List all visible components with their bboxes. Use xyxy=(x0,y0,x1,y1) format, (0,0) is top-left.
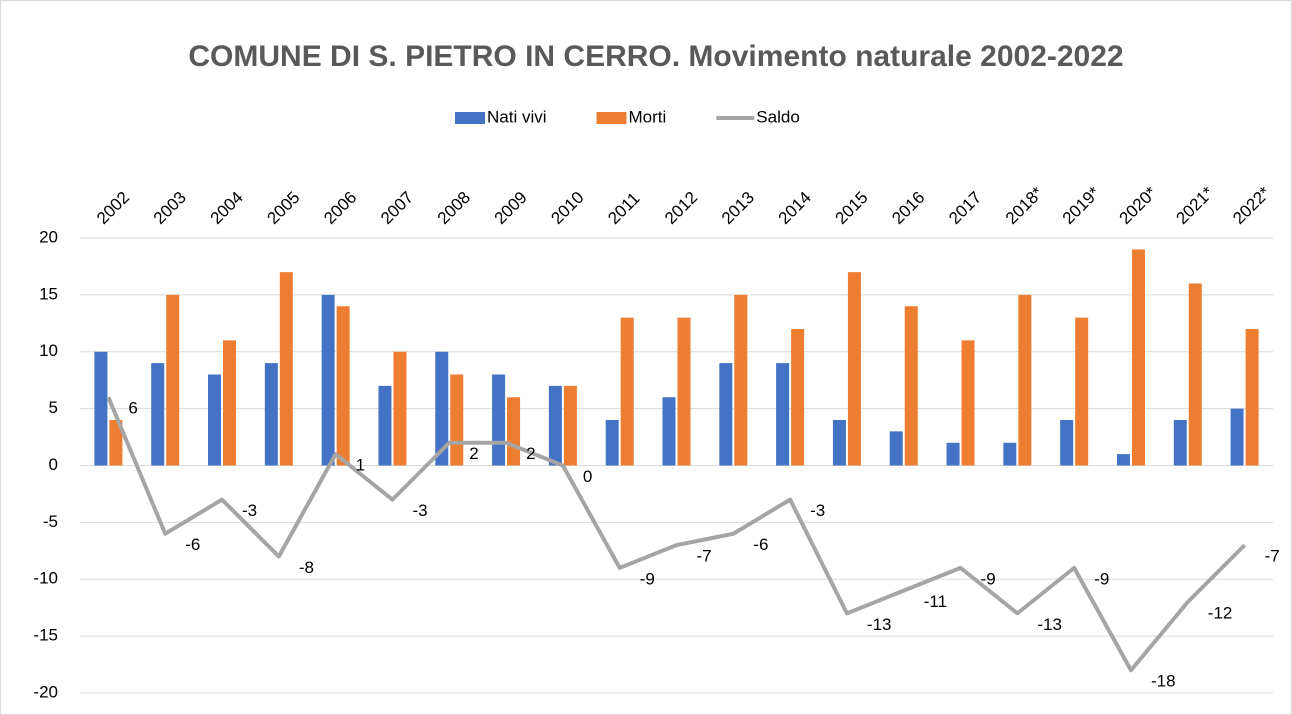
bar xyxy=(1230,408,1244,466)
y-tick-label: 15 xyxy=(39,284,58,303)
legend-swatch xyxy=(455,112,485,124)
data-label: -7 xyxy=(697,547,712,566)
bar xyxy=(734,294,748,466)
bar xyxy=(677,317,691,466)
y-tick-label: 0 xyxy=(49,455,58,474)
data-label: -13 xyxy=(867,615,892,634)
y-tick-label: 20 xyxy=(39,227,58,246)
bar xyxy=(946,442,960,466)
bar xyxy=(166,294,180,466)
bar xyxy=(548,385,562,466)
bar xyxy=(450,374,464,466)
legend-label: Morti xyxy=(629,107,667,126)
bar xyxy=(563,385,577,466)
bar xyxy=(321,294,335,466)
bar xyxy=(1188,283,1202,466)
bar xyxy=(832,420,846,466)
y-tick-label: 10 xyxy=(39,341,58,360)
line xyxy=(106,396,1247,673)
chart-title: COMUNE DI S. PIETRO IN CERRO. Movimento … xyxy=(188,40,1123,73)
bar xyxy=(507,397,521,466)
bar xyxy=(1018,294,1032,466)
data-label: -7 xyxy=(1265,547,1280,566)
data-label: -11 xyxy=(924,592,947,611)
bar xyxy=(223,340,237,466)
data-label: -9 xyxy=(1094,569,1109,588)
data-label: -9 xyxy=(981,569,996,588)
bar xyxy=(1131,249,1145,466)
bar xyxy=(94,351,108,466)
bar xyxy=(378,385,392,466)
bar xyxy=(904,306,918,466)
data-label: -6 xyxy=(185,535,200,554)
y-tick-label: -15 xyxy=(33,626,58,645)
bar xyxy=(435,351,449,466)
data-label: -12 xyxy=(1208,603,1233,622)
y-tick-label: -10 xyxy=(33,569,58,588)
legend-swatch xyxy=(596,112,627,124)
data-label: -8 xyxy=(299,558,314,577)
bar xyxy=(719,363,733,466)
data-label: -3 xyxy=(810,501,825,520)
bar xyxy=(264,363,278,466)
bar xyxy=(1245,329,1259,466)
data-label: 0 xyxy=(583,467,592,486)
y-tick-label: -20 xyxy=(33,682,58,701)
legend-label: Saldo xyxy=(756,107,799,126)
data-label: -3 xyxy=(242,501,257,520)
data-label: -6 xyxy=(753,535,768,554)
bar xyxy=(961,340,975,466)
bar xyxy=(151,363,165,466)
bar xyxy=(109,420,123,466)
bar xyxy=(889,431,903,466)
bar xyxy=(662,397,676,466)
bar xyxy=(1075,317,1089,466)
data-label: 2 xyxy=(469,444,478,463)
bar xyxy=(620,317,634,466)
data-label: -13 xyxy=(1037,615,1062,634)
bar xyxy=(279,272,293,466)
data-label: 2 xyxy=(526,444,535,463)
data-label: -18 xyxy=(1151,672,1176,691)
data-label: 1 xyxy=(356,456,365,475)
bar xyxy=(776,363,790,466)
bar xyxy=(791,329,805,466)
bar xyxy=(847,272,861,466)
bar xyxy=(1060,420,1074,466)
bar xyxy=(336,306,350,466)
bar xyxy=(1003,442,1017,466)
data-label: -9 xyxy=(640,569,655,588)
y-tick-label: -5 xyxy=(43,512,58,531)
bar xyxy=(492,374,506,466)
bar xyxy=(393,351,407,466)
legend-label: Nati vivi xyxy=(487,107,547,126)
bar xyxy=(1173,420,1187,466)
bar xyxy=(605,420,619,466)
data-label: -3 xyxy=(412,501,427,520)
bar xyxy=(208,374,222,466)
y-tick-label: 5 xyxy=(49,398,58,417)
data-label: 6 xyxy=(128,399,137,418)
bar xyxy=(1116,454,1130,466)
